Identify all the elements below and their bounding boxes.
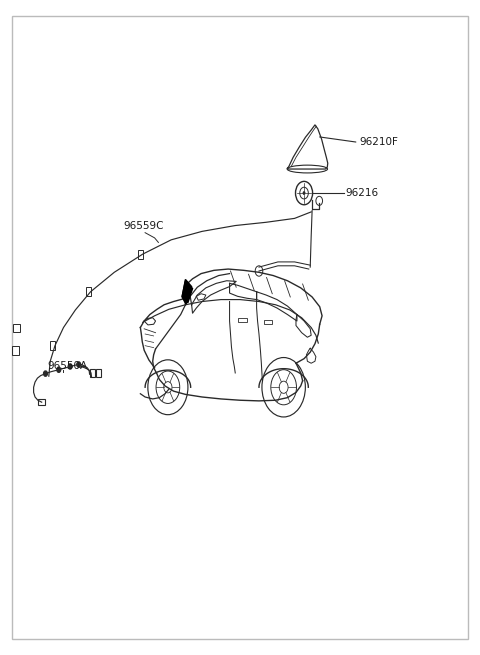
Bar [13,324,20,332]
Text: 96559C: 96559C [124,221,164,231]
Circle shape [77,362,81,367]
Polygon shape [182,280,192,304]
Polygon shape [182,281,192,303]
Text: 96216: 96216 [345,188,378,198]
Circle shape [68,364,72,369]
Bar [264,320,272,324]
Bar [86,288,91,296]
Circle shape [57,367,60,372]
Bar [238,318,247,322]
Circle shape [302,191,305,195]
Bar [38,399,45,405]
Bar [12,346,19,355]
Circle shape [44,371,48,376]
Bar [90,369,96,377]
Bar [96,369,101,377]
Bar [50,341,55,350]
Bar [138,250,143,259]
Text: 96550A: 96550A [48,361,88,371]
Text: 96210F: 96210F [360,138,398,147]
